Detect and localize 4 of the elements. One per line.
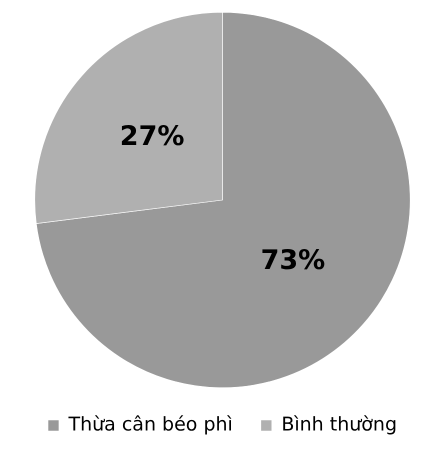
legend-label: Thừa cân béo phì [67, 413, 233, 436]
legend-label: Bình thường [281, 413, 398, 436]
data-label: 73% [260, 245, 326, 276]
data-label: 27% [120, 120, 184, 152]
